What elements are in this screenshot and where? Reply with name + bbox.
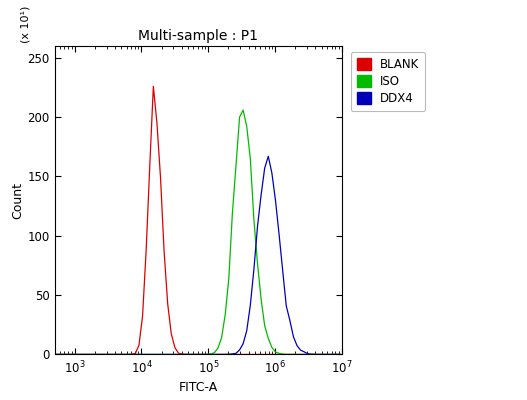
- Y-axis label: Count: Count: [12, 182, 25, 219]
- Legend: BLANK, ISO, DDX4: BLANK, ISO, DDX4: [350, 52, 425, 111]
- X-axis label: FITC-A: FITC-A: [179, 382, 218, 394]
- Text: (x 10¹): (x 10¹): [20, 6, 30, 43]
- Title: Multi-sample : P1: Multi-sample : P1: [138, 30, 258, 44]
